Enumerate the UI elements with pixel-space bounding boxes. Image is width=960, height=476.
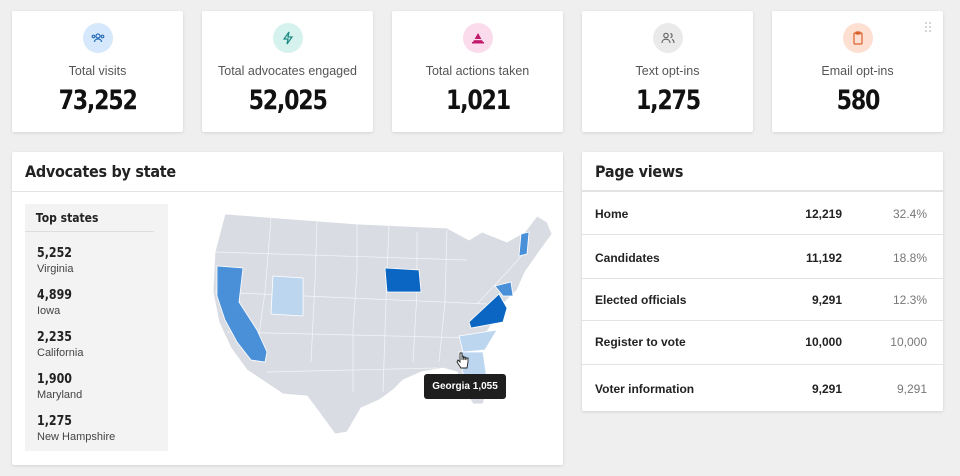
map-tooltip: Georgia 1,055 (424, 374, 506, 399)
stat-value: 52,025 (248, 85, 327, 116)
state-utah (270, 275, 304, 317)
state-north-carolina (458, 329, 498, 353)
stat-card-email-opt-ins: Email opt-ins 580 (772, 11, 943, 132)
table-row[interactable]: Elected officials 9,291 12.3% (582, 278, 943, 320)
state-name: California (37, 347, 84, 359)
stat-label: Total advocates engaged (218, 64, 357, 78)
us-map[interactable] (207, 212, 557, 452)
stat-value: 1,021 (445, 85, 511, 116)
card-header: Page views (582, 152, 943, 192)
page-name: Candidates (595, 251, 660, 265)
page-pct: 18.8% (892, 251, 927, 265)
megaphone-icon (462, 23, 493, 53)
state-count: 4,899 (37, 288, 72, 303)
people-icon (652, 23, 683, 53)
state-name: Virginia (37, 263, 74, 275)
card-header: Advocates by state (12, 152, 563, 192)
list-item: 1,275 New Hampshire (37, 412, 115, 443)
stat-value: 73,252 (58, 85, 137, 116)
stat-card-text-opt-ins: Text opt-ins 1,275 (582, 11, 753, 132)
page-pct: 10,000 (890, 335, 927, 349)
stat-label: Total actions taken (425, 64, 530, 78)
state-count: 5,252 (37, 246, 72, 261)
state-count: 2,235 (37, 330, 72, 345)
map-states-base (212, 213, 553, 435)
state-name: Iowa (37, 305, 61, 317)
stat-label: Email opt-ins (821, 64, 894, 78)
state-new-hampshire (518, 231, 530, 257)
users-icon (82, 23, 113, 53)
page-name: Home (595, 207, 629, 221)
state-name: Maryland (37, 389, 83, 401)
page-name: Voter information (595, 382, 695, 396)
clipboard-icon (842, 23, 873, 53)
page-name: Elected officials (595, 293, 687, 307)
state-maryland (494, 281, 514, 297)
state-count: 1,900 (37, 372, 72, 387)
stat-card-advocates-engaged: Total advocates engaged 52,025 (202, 11, 373, 132)
page-count: 10,000 (805, 335, 842, 349)
state-virginia (468, 293, 508, 329)
card-title: Advocates by state (25, 162, 176, 181)
state-count: 1,275 (37, 414, 72, 429)
stat-label: Total visits (68, 64, 127, 78)
stat-label: Text opt-ins (635, 64, 700, 78)
page-pct: 12.3% (892, 293, 927, 307)
table-row[interactable]: Voter information 9,291 9,291 (582, 364, 943, 411)
list-item: 4,899 Iowa (37, 286, 78, 317)
page-count: 11,192 (805, 251, 842, 265)
top-states-title: Top states (25, 204, 154, 232)
stat-value: 580 (836, 85, 880, 116)
table-row[interactable]: Register to vote 10,000 10,000 (582, 320, 943, 364)
page-count: 9,291 (811, 382, 842, 396)
page-count: 9,291 (811, 293, 842, 307)
state-california (216, 265, 268, 363)
stat-card-total-visits: Total visits 73,252 (12, 11, 183, 132)
advocates-by-state-card: Advocates by state Top states 5,252 Virg… (12, 152, 563, 465)
page-count: 12,219 (805, 207, 842, 221)
hand-cursor-icon (456, 352, 469, 369)
page-pct: 32.4% (892, 207, 927, 221)
page-name: Register to vote (595, 335, 686, 349)
bolt-icon (272, 23, 303, 53)
list-item: 2,235 California (37, 328, 83, 359)
page-pct: 9,291 (896, 382, 927, 396)
table-row[interactable]: Home 12,219 32.4% (582, 190, 943, 234)
list-item: 1,900 Maryland (37, 370, 82, 401)
card-title: Page views (595, 162, 684, 181)
stat-card-actions-taken: Total actions taken 1,021 (392, 11, 563, 132)
page-views-card: Page views Home 12,219 32.4% Candidates … (582, 152, 943, 411)
list-item: 5,252 Virginia (37, 244, 78, 275)
top-states-panel: Top states 5,252 Virginia 4,899 Iowa 2,2… (25, 204, 168, 451)
state-iowa (384, 267, 422, 293)
stat-value: 1,275 (635, 85, 701, 116)
table-row[interactable]: Candidates 11,192 18.8% (582, 234, 943, 278)
state-name: New Hampshire (37, 431, 116, 443)
drag-handle-icon[interactable] (923, 21, 933, 35)
